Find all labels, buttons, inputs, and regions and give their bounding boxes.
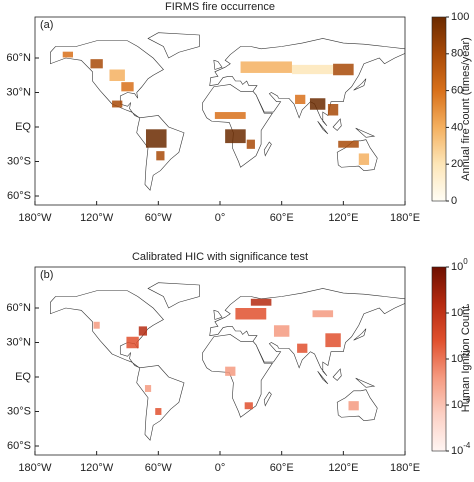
lat-tick-label: 30°N xyxy=(6,86,31,98)
hotspot xyxy=(309,98,326,110)
tick-base: 10 xyxy=(451,307,463,319)
hotspot xyxy=(325,333,341,348)
tick-exponent: -1 xyxy=(463,303,471,312)
colorbar-tick-label: 10-4 xyxy=(451,441,471,457)
hotspot xyxy=(214,112,246,119)
coastlines xyxy=(50,282,405,441)
lon-tick-label: 120°E xyxy=(328,212,358,224)
hotspot xyxy=(112,100,123,108)
hotspot xyxy=(225,129,246,144)
lon-tick-label: 120°E xyxy=(328,462,358,474)
colorbar-tick-label: 40 xyxy=(451,121,463,133)
hotspot xyxy=(250,298,272,306)
lon-tick-label: 180°E xyxy=(390,212,420,224)
colorbar-label: Human Ignition Count xyxy=(460,306,472,412)
hotspot xyxy=(109,69,125,81)
hotspot xyxy=(244,402,253,410)
hotspot xyxy=(358,153,370,165)
tick-base: 10 xyxy=(451,445,463,457)
colorbar xyxy=(431,266,447,452)
hotspot xyxy=(297,343,308,353)
colorbar-tick-label: 100 xyxy=(451,11,469,23)
coastlines xyxy=(50,32,405,191)
map xyxy=(50,32,405,191)
lon-tick-label: 180°W xyxy=(18,462,52,474)
hotspot xyxy=(126,336,139,349)
hotspot xyxy=(225,366,236,376)
hotspot xyxy=(93,321,100,329)
panel-label: (b) xyxy=(40,269,53,281)
lon-tick-label: 60°W xyxy=(145,462,173,474)
hotspot xyxy=(156,151,165,161)
colorbar-tick-label: 10-2 xyxy=(451,349,471,365)
lat-tick-label: 30°N xyxy=(6,336,31,348)
hotspot xyxy=(273,325,290,337)
hotspot xyxy=(295,94,306,104)
lat-tick-label: 30°S xyxy=(7,405,31,417)
hotspot xyxy=(235,308,267,320)
hotspot xyxy=(348,401,359,411)
colorbar xyxy=(431,16,447,202)
lat-tick-label: 60°S xyxy=(7,190,31,202)
lat-tick-label: 30°S xyxy=(7,155,31,167)
lat-tick-label: 60°S xyxy=(7,440,31,452)
tick-base: 10 xyxy=(451,261,463,273)
hotspot xyxy=(338,140,359,148)
lon-tick-label: 180°E xyxy=(390,462,420,474)
panel-b: Calibrated HIC with significance test (b)… xyxy=(6,251,471,474)
tick-exponent: -4 xyxy=(463,441,471,450)
hotspot xyxy=(246,139,255,149)
lat-tick-label: 60°N xyxy=(6,52,31,64)
tick-exponent: -2 xyxy=(463,349,471,358)
hotspot xyxy=(121,82,134,92)
colorbar-tick-label: 10-3 xyxy=(451,395,471,411)
hotspot xyxy=(333,63,354,76)
lon-tick-label: 0° xyxy=(215,212,226,224)
lon-tick-label: 60°E xyxy=(270,462,294,474)
hotspot xyxy=(90,59,103,69)
hotspot xyxy=(240,61,292,73)
colorbar-tick-label: 60 xyxy=(451,85,463,97)
tick-base: 10 xyxy=(451,399,463,411)
hotspot xyxy=(138,326,148,336)
hotspot xyxy=(145,129,167,148)
hotspot xyxy=(62,51,73,58)
hotspot xyxy=(155,408,162,415)
lon-tick-label: 120°W xyxy=(80,462,114,474)
hotspot xyxy=(312,310,334,318)
panel-a: FIRMS fire occurrence (a) 60°N 30°N EQ 30°S 60… xyxy=(6,1,471,224)
lon-tick-label: 60°W xyxy=(145,212,173,224)
panel-label: (a) xyxy=(40,19,53,31)
colorbar-tick-label: 100 xyxy=(451,257,468,273)
lon-tick-label: 0° xyxy=(215,462,226,474)
lat-tick-label: 60°N xyxy=(6,302,31,314)
tick-base: 10 xyxy=(451,353,463,365)
hotspot xyxy=(144,385,152,392)
lon-tick-label: 120°W xyxy=(80,212,114,224)
tick-exponent: -3 xyxy=(463,395,471,404)
lat-tick-label: EQ xyxy=(15,371,31,383)
colorbar-tick-label: 20 xyxy=(451,158,463,170)
colorbar-tick-label: 0 xyxy=(451,195,457,207)
panel-title: Calibrated HIC with significance test xyxy=(132,251,308,263)
hotspot xyxy=(291,64,334,75)
colorbar-label: Annual fire count (times/year) xyxy=(460,37,472,181)
map xyxy=(50,282,405,441)
colorbar-tick-label: 80 xyxy=(451,48,463,60)
lat-tick-label: EQ xyxy=(15,121,31,133)
panel-title: FIRMS fire occurrence xyxy=(165,1,275,13)
hotspot xyxy=(327,104,339,116)
lon-tick-label: 60°E xyxy=(270,212,294,224)
tick-exponent: 0 xyxy=(463,257,468,266)
lon-tick-label: 180°W xyxy=(18,212,52,224)
colorbar-tick-label: 10-1 xyxy=(451,303,471,319)
